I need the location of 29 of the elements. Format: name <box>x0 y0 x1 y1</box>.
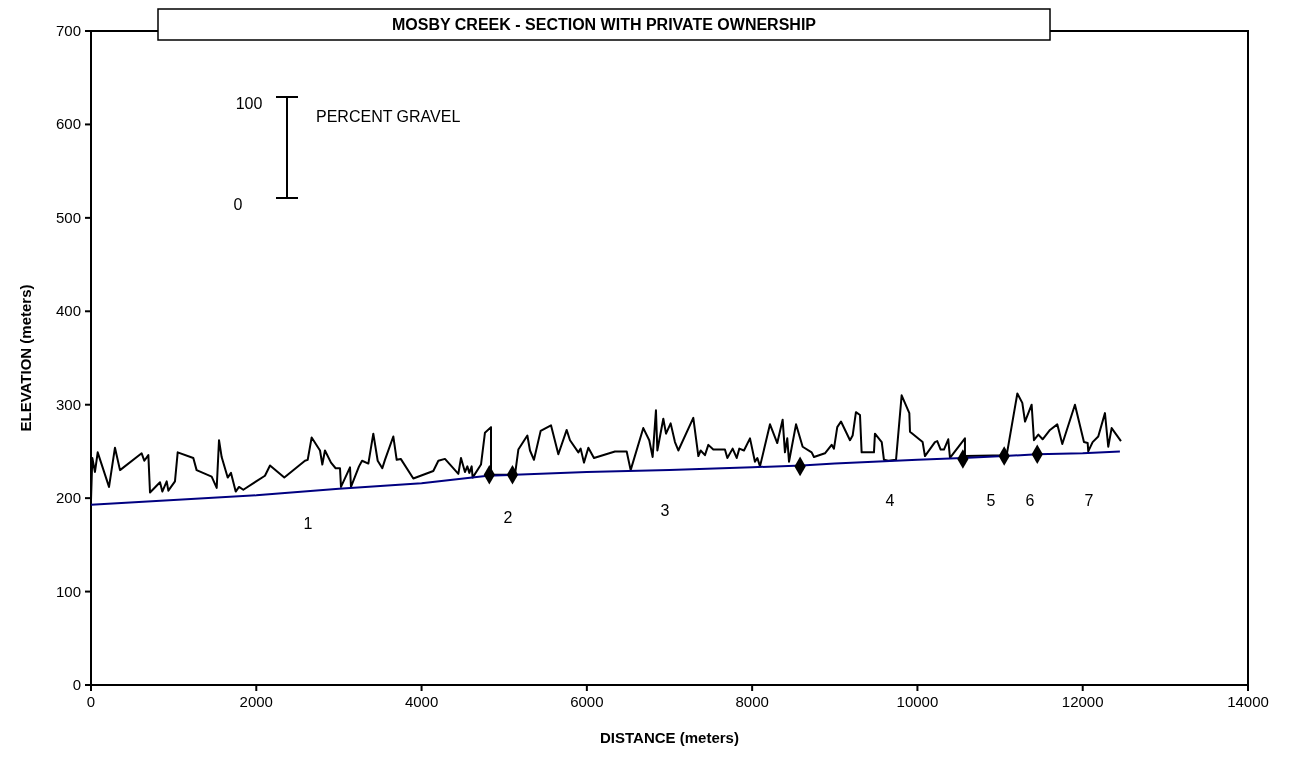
annotation: 2 <box>503 509 513 526</box>
annotation: PERCENT GRAVEL <box>316 108 461 125</box>
y-tick-label: 400 <box>55 302 81 320</box>
x-axis-title: DISTANCE (meters) <box>600 729 739 746</box>
annotation: 4 <box>885 492 895 509</box>
y-tick-label: 100 <box>55 582 81 600</box>
y-axis-title: ELEVATION (meters) <box>17 284 34 432</box>
annotation: 5 <box>986 492 996 509</box>
x-tick-label: 4000 <box>404 693 439 710</box>
x-tick-label: 2000 <box>239 693 273 710</box>
annotation: 0 <box>233 196 243 213</box>
annotation: 3 <box>660 502 670 519</box>
y-tick-label: 0 <box>72 676 81 693</box>
annotation: 7 <box>1084 492 1094 509</box>
chart-title: MOSBY CREEK - SECTION WITH PRIVATE OWNERSHIP <box>391 16 817 33</box>
x-tick-label: 0 <box>86 693 96 710</box>
y-tick-label: 200 <box>55 489 81 507</box>
annotation: 1 <box>303 515 313 532</box>
x-tick-label: 12000 <box>1061 693 1104 710</box>
x-tick-label: 14000 <box>1227 693 1269 710</box>
x-tick-label: 6000 <box>570 693 604 710</box>
annotation: 6 <box>1025 492 1035 509</box>
y-tick-label: 600 <box>55 115 81 133</box>
y-tick-label: 500 <box>55 208 81 226</box>
y-tick-label: 700 <box>55 22 81 39</box>
x-tick-label: 10000 <box>896 693 939 710</box>
annotation: 100 <box>235 95 263 112</box>
y-tick-label: 300 <box>55 395 81 413</box>
x-tick-label: 8000 <box>735 693 769 710</box>
